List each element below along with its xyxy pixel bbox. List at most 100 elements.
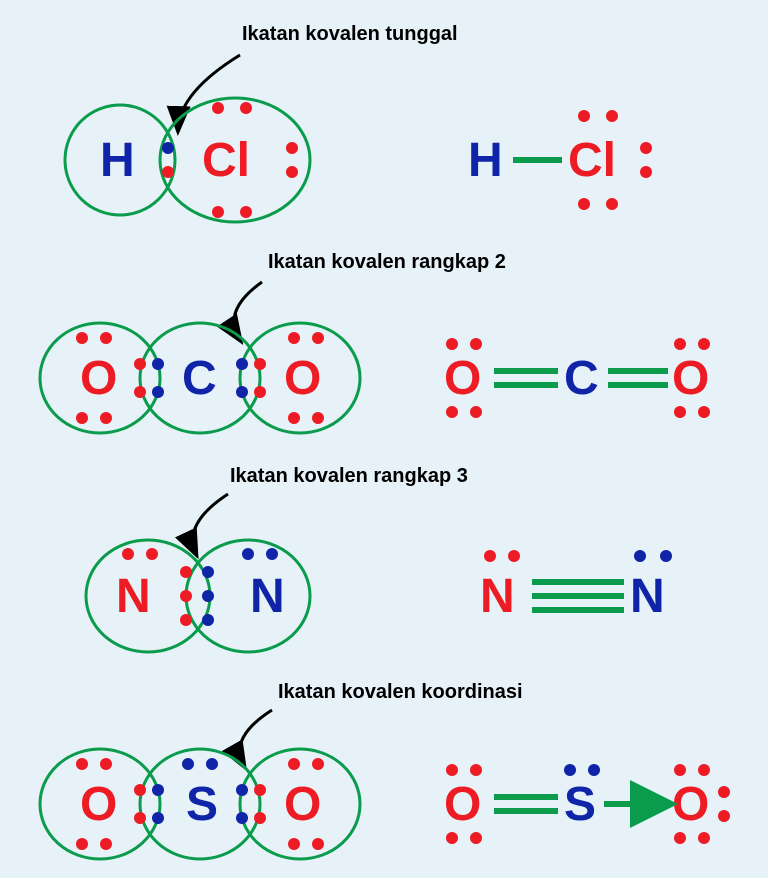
- electron-dot: [100, 332, 112, 344]
- atom-symbol: N: [480, 570, 515, 623]
- electron-dot: [470, 406, 482, 418]
- electron-dot: [698, 764, 710, 776]
- atom-symbol: H: [468, 134, 503, 187]
- atom-symbol: O: [80, 352, 117, 405]
- electron-dot: [564, 764, 576, 776]
- electron-dot: [254, 386, 266, 398]
- electron-dot: [152, 386, 164, 398]
- electron-dot: [76, 332, 88, 344]
- section-single: Ikatan kovalen tunggal H Cl H Cl: [65, 23, 652, 222]
- atom-symbol: O: [672, 352, 709, 405]
- electron-dot: [578, 198, 590, 210]
- electron-dot: [122, 548, 134, 560]
- electron-dot: [254, 812, 266, 824]
- electron-dot: [470, 764, 482, 776]
- electron-dot: [180, 566, 192, 578]
- atom-symbol: O: [80, 778, 117, 831]
- atom-symbol: O: [284, 778, 321, 831]
- electron-dot: [202, 590, 214, 602]
- bond-label: Ikatan kovalen rangkap 3: [230, 465, 468, 487]
- electron-dot: [254, 358, 266, 370]
- electron-dot: [446, 338, 458, 350]
- electron-dot: [202, 566, 214, 578]
- electron-dot: [240, 206, 252, 218]
- atom-symbol: O: [284, 352, 321, 405]
- electron-dot: [286, 166, 298, 178]
- electron-dot: [312, 412, 324, 424]
- electron-dot: [312, 758, 324, 770]
- electron-dot: [180, 590, 192, 602]
- electron-dot: [606, 110, 618, 122]
- electron-dot: [578, 110, 590, 122]
- electron-dot: [718, 786, 730, 798]
- electron-dot: [146, 548, 158, 560]
- electron-dot: [674, 764, 686, 776]
- bond-label: Ikatan kovalen tunggal: [242, 23, 458, 45]
- atom-symbol: O: [444, 778, 481, 831]
- electron-dot: [152, 358, 164, 370]
- electron-dot: [470, 338, 482, 350]
- electron-dot: [100, 758, 112, 770]
- bond-label: Ikatan kovalen koordinasi: [278, 681, 523, 703]
- electron-dot: [206, 758, 218, 770]
- section-double: Ikatan kovalen rangkap 2OCOOCO: [40, 251, 710, 433]
- electron-dot: [100, 838, 112, 850]
- electron-dot: [640, 166, 652, 178]
- electron-dot: [634, 550, 646, 562]
- electron-dot: [660, 550, 672, 562]
- electron-dot: [312, 332, 324, 344]
- electron-dot: [288, 758, 300, 770]
- electron-dot: [76, 412, 88, 424]
- electron-dot: [212, 206, 224, 218]
- electron-dot: [288, 838, 300, 850]
- pointer-arrow: [178, 55, 240, 130]
- electron-dot: [162, 142, 174, 154]
- electron-dot: [202, 614, 214, 626]
- electron-dot: [484, 550, 496, 562]
- electron-dot: [312, 838, 324, 850]
- electron-dot: [698, 406, 710, 418]
- electron-dot: [698, 832, 710, 844]
- atom-symbol: O: [444, 352, 481, 405]
- atom-symbol: N: [116, 570, 151, 623]
- atom-symbol: N: [250, 570, 285, 623]
- electron-dot: [674, 338, 686, 350]
- atom-symbol: N: [630, 570, 665, 623]
- electron-dot: [470, 832, 482, 844]
- atom-symbol: O: [672, 778, 709, 831]
- electron-dot: [288, 332, 300, 344]
- electron-dot: [134, 784, 146, 796]
- electron-dot: [236, 784, 248, 796]
- electron-dot: [674, 832, 686, 844]
- atom-symbol: H: [100, 134, 135, 187]
- electron-dot: [236, 358, 248, 370]
- electron-dot: [508, 550, 520, 562]
- electron-dot: [180, 614, 192, 626]
- electron-dot: [240, 102, 252, 114]
- electron-dot: [182, 758, 194, 770]
- electron-dot: [162, 166, 174, 178]
- atom-symbol: S: [186, 778, 218, 831]
- electron-dot: [254, 784, 266, 796]
- electron-dot: [640, 142, 652, 154]
- electron-dot: [242, 548, 254, 560]
- electron-dot: [718, 810, 730, 822]
- electron-dot: [152, 784, 164, 796]
- electron-dot: [152, 812, 164, 824]
- electron-dot: [446, 832, 458, 844]
- electron-dot: [698, 338, 710, 350]
- electron-dot: [446, 406, 458, 418]
- electron-dot: [446, 764, 458, 776]
- electron-dot: [212, 102, 224, 114]
- bond-label: Ikatan kovalen rangkap 2: [268, 251, 506, 273]
- electron-dot: [266, 548, 278, 560]
- atom-symbol: Cl: [568, 134, 616, 187]
- section-coordinate: Ikatan kovalen koordinasiOSOOSO: [40, 681, 730, 859]
- electron-dot: [76, 758, 88, 770]
- electron-dot: [134, 358, 146, 370]
- electron-dot: [100, 412, 112, 424]
- electron-dot: [134, 812, 146, 824]
- electron-dot: [288, 412, 300, 424]
- atom-symbol: Cl: [202, 134, 250, 187]
- pointer-arrow: [234, 282, 262, 340]
